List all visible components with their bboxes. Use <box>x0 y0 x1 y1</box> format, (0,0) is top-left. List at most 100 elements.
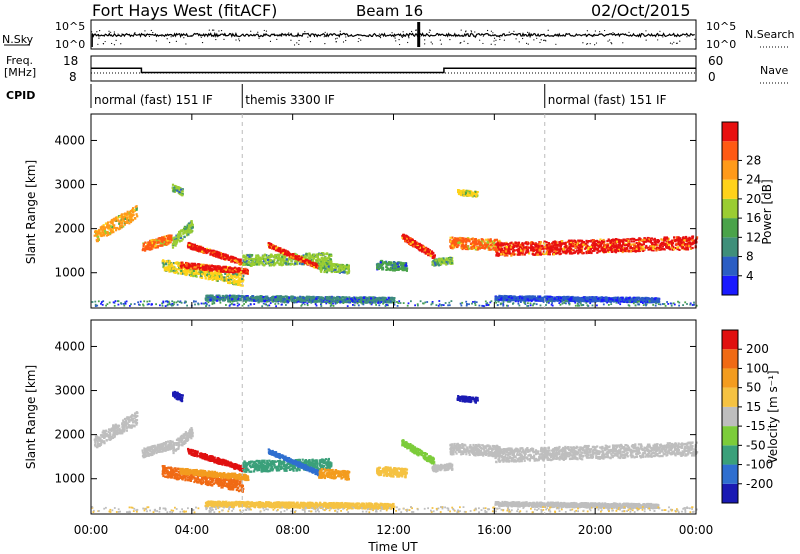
heatmap-cell <box>250 259 253 262</box>
nsearch-point <box>428 31 430 33</box>
heatmap-cell <box>293 252 296 255</box>
heatmap-cell <box>305 252 308 255</box>
nsearch-point <box>324 42 326 45</box>
nsearch-point <box>645 39 647 41</box>
nsearch-point <box>589 43 591 45</box>
heatmap-cell <box>288 257 291 260</box>
heatmap-cell <box>191 226 194 229</box>
heatmap-cell <box>214 269 217 273</box>
heatmap-cell <box>151 238 154 242</box>
heatmap-cell <box>289 263 292 266</box>
heatmap-cell <box>243 254 246 258</box>
heatmap-cell <box>201 265 204 268</box>
heatmap-cell <box>593 247 596 251</box>
heatmap-cell <box>204 277 207 280</box>
heatmap-cell <box>167 238 170 241</box>
heatmap-cell <box>293 256 296 259</box>
heatmap-cell <box>429 254 432 257</box>
heatmap-cell <box>172 271 176 274</box>
heatmap-cell <box>257 254 260 257</box>
heatmap-cell <box>601 249 604 252</box>
heatmap-cell <box>284 249 287 252</box>
heatmap-cell <box>119 225 122 228</box>
heatmap-cell <box>679 243 682 246</box>
heatmap-cell <box>114 217 117 220</box>
heatmap-cell <box>290 257 293 260</box>
heatmap-cell <box>615 240 618 243</box>
heatmap-cell <box>181 238 184 241</box>
heatmap-cell <box>326 262 329 265</box>
nsearch-point <box>250 30 252 32</box>
heatmap-cell <box>510 254 513 257</box>
heatmap-cell <box>237 273 241 276</box>
nsearch-point <box>143 33 145 35</box>
heatmap-cell <box>181 272 184 275</box>
heatmap-cell <box>150 247 153 250</box>
nsearch-point <box>465 31 467 33</box>
heatmap-cell <box>217 256 220 259</box>
heatmap-cell <box>199 264 202 267</box>
heatmap-cell <box>529 242 532 245</box>
heatmap-cell <box>192 248 195 251</box>
heatmap-cell <box>197 263 200 266</box>
heatmap-cell <box>172 265 175 268</box>
heatmap-cell <box>276 246 279 249</box>
heatmap-cell <box>474 238 477 241</box>
heatmap-cell <box>626 250 629 253</box>
heatmap-cell <box>278 263 281 266</box>
heatmap-cell <box>278 249 281 252</box>
nsearch-point <box>200 36 202 38</box>
nsearch-point <box>144 30 146 32</box>
heatmap-cell <box>569 247 572 250</box>
heatmap-cell <box>118 215 121 218</box>
heatmap-cell <box>417 246 420 249</box>
heatmap-cell <box>247 261 250 264</box>
heatmap-cell <box>180 269 183 272</box>
heatmap-cell <box>685 247 688 251</box>
heatmap-cell <box>187 222 191 225</box>
nsearch-point <box>486 29 489 32</box>
heatmap-cell <box>242 274 245 278</box>
nsearch-point <box>238 40 241 42</box>
nsearch-point <box>545 40 547 42</box>
heatmap-cell <box>652 245 655 248</box>
heatmap-cell <box>434 259 437 262</box>
heatmap-cell <box>211 269 214 272</box>
heatmap-cell <box>462 237 465 240</box>
heatmap-cell <box>484 238 488 241</box>
heatmap-cell <box>640 243 644 246</box>
heatmap-cell <box>670 246 673 249</box>
heatmap-cell <box>266 256 269 259</box>
nsearch-point <box>585 35 587 38</box>
heatmap-cell <box>233 270 236 273</box>
nsearch-point <box>323 36 325 38</box>
heatmap-cell <box>552 244 555 247</box>
heatmap-cell <box>536 251 539 254</box>
heatmap-cell <box>186 267 189 270</box>
heatmap-cell <box>212 273 215 277</box>
heatmap-cell <box>224 253 227 256</box>
heatmap-cell <box>319 258 322 261</box>
heatmap-cell <box>239 261 242 264</box>
nsearch-point <box>91 31 93 33</box>
heatmap-cell <box>203 266 206 270</box>
heatmap-cell <box>194 269 197 272</box>
heatmap-cell <box>663 248 666 251</box>
heatmap-cell <box>339 265 342 268</box>
nsearch-point <box>258 37 260 39</box>
nsearch-point <box>544 39 546 41</box>
freq-label-1: Freq. <box>6 54 33 67</box>
heatmap-cell <box>467 238 470 241</box>
heatmap-cell <box>186 224 189 227</box>
heatmap-cell <box>572 252 575 255</box>
heatmap-cell <box>606 244 609 247</box>
heatmap-cell <box>409 237 412 240</box>
heatmap-cell <box>479 241 482 244</box>
heatmap-cell <box>626 244 629 247</box>
heatmap-cell <box>282 263 285 266</box>
heatmap-cell <box>305 259 308 262</box>
nsearch-point <box>679 40 681 42</box>
heatmap-cell <box>571 245 574 248</box>
heatmap-cell <box>451 242 454 245</box>
heatmap-cell <box>112 231 115 234</box>
